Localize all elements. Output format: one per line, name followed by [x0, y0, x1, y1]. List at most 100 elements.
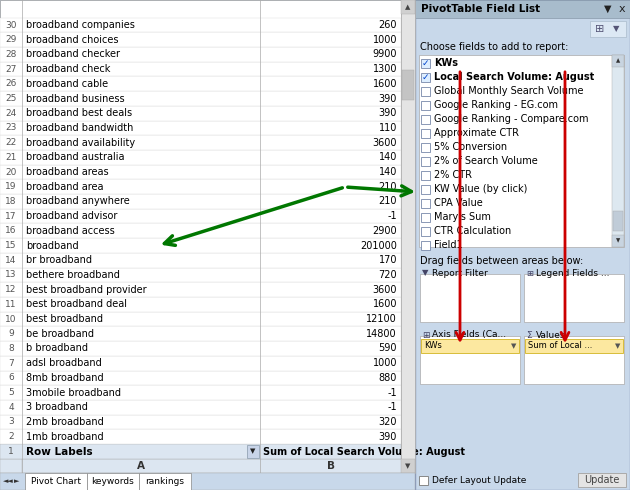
Bar	[401, 0, 415, 473]
Bar	[0, 135, 401, 150]
Text: ▼: ▼	[604, 4, 612, 14]
Text: Row Labels: Row Labels	[26, 446, 93, 457]
Bar	[421, 87, 430, 96]
Text: 4: 4	[8, 403, 14, 412]
Text: 390: 390	[379, 94, 397, 103]
Text: 2mb broadband: 2mb broadband	[26, 417, 104, 427]
Bar	[0, 18, 401, 32]
Bar	[0, 32, 401, 47]
Bar	[415, 0, 630, 18]
Text: ▲: ▲	[405, 4, 411, 10]
Bar	[421, 59, 430, 68]
Bar	[421, 143, 430, 152]
Bar	[421, 73, 430, 82]
Bar	[525, 339, 623, 353]
Text: x: x	[619, 4, 626, 14]
Text: ▼: ▼	[405, 463, 411, 469]
Text: 23: 23	[5, 123, 16, 132]
Bar	[0, 459, 22, 473]
Text: 8mb broadband: 8mb broadband	[26, 373, 103, 383]
Text: keywords: keywords	[91, 477, 134, 486]
Text: broadband cable: broadband cable	[26, 79, 108, 89]
Text: 6: 6	[8, 373, 14, 382]
Text: 201000: 201000	[360, 241, 397, 250]
Text: 140: 140	[379, 167, 397, 177]
Text: Sum of Local ...: Sum of Local ...	[528, 342, 592, 350]
Text: broadband anywhere: broadband anywhere	[26, 196, 130, 206]
Text: CPA Value: CPA Value	[434, 198, 483, 209]
Text: 18: 18	[5, 197, 17, 206]
Text: -1: -1	[387, 402, 397, 412]
Text: A: A	[137, 461, 145, 471]
Bar	[0, 165, 401, 179]
Bar	[421, 185, 430, 194]
Bar	[612, 55, 624, 247]
Bar	[0, 223, 401, 238]
Text: ✓: ✓	[421, 73, 429, 82]
Text: broadband australia: broadband australia	[26, 152, 125, 162]
Bar	[0, 253, 401, 268]
Text: ►: ►	[14, 479, 20, 485]
Text: br broadband: br broadband	[26, 255, 92, 265]
Text: 1300: 1300	[372, 64, 397, 74]
Bar	[0, 282, 401, 297]
Text: 210: 210	[379, 196, 397, 206]
Text: 1600: 1600	[372, 299, 397, 309]
Text: 17: 17	[5, 212, 17, 220]
Text: Field1: Field1	[434, 241, 462, 250]
Text: KWs: KWs	[424, 342, 442, 350]
Text: 880: 880	[379, 373, 397, 383]
Text: 26: 26	[5, 79, 16, 88]
Text: 19: 19	[5, 182, 17, 191]
Text: 9: 9	[8, 329, 14, 338]
Text: ✓: ✓	[421, 59, 429, 68]
Bar	[0, 121, 401, 135]
Bar	[590, 21, 626, 37]
Bar	[0, 47, 401, 62]
Bar	[0, 179, 401, 194]
Text: 590: 590	[379, 343, 397, 353]
Bar	[87, 473, 139, 490]
Text: 2% of Search Volume: 2% of Search Volume	[434, 156, 538, 167]
Text: -1: -1	[387, 388, 397, 397]
Text: 2% CTR: 2% CTR	[434, 171, 472, 180]
Text: broadband check: broadband check	[26, 64, 110, 74]
Text: Local Search Volume: August: Local Search Volume: August	[434, 73, 594, 82]
Bar	[420, 274, 520, 322]
Text: ▼: ▼	[613, 24, 619, 33]
Bar	[524, 274, 624, 322]
Bar	[415, 0, 630, 490]
Text: 110: 110	[379, 123, 397, 133]
Text: 5: 5	[8, 388, 14, 397]
Bar	[421, 157, 430, 166]
Text: KWs: KWs	[434, 58, 458, 69]
Bar	[0, 0, 415, 473]
Text: CTR Calculation: CTR Calculation	[434, 226, 512, 237]
Text: best broadband: best broadband	[26, 314, 103, 324]
Text: ⊞: ⊞	[526, 269, 533, 277]
Text: 27: 27	[5, 65, 16, 74]
Bar	[421, 241, 430, 250]
Text: 15: 15	[5, 241, 17, 250]
Text: broadband advisor: broadband advisor	[26, 211, 117, 221]
Text: 1600: 1600	[372, 79, 397, 89]
Bar	[0, 106, 401, 121]
Bar	[247, 445, 259, 458]
Text: 16: 16	[5, 226, 17, 235]
Bar	[0, 91, 401, 106]
Text: ▼: ▼	[512, 343, 517, 349]
Bar	[0, 429, 401, 444]
Text: 1000: 1000	[372, 358, 397, 368]
Text: 12: 12	[5, 285, 16, 294]
Bar	[419, 55, 624, 247]
Text: 29: 29	[5, 35, 16, 44]
Text: broadband checker: broadband checker	[26, 49, 120, 59]
Bar	[578, 473, 626, 487]
Text: 1000: 1000	[372, 35, 397, 45]
Text: 390: 390	[379, 432, 397, 441]
Text: 12100: 12100	[366, 314, 397, 324]
Text: Report Filter: Report Filter	[432, 269, 488, 277]
Bar	[421, 129, 430, 138]
Bar	[0, 473, 415, 490]
Bar	[0, 312, 401, 326]
